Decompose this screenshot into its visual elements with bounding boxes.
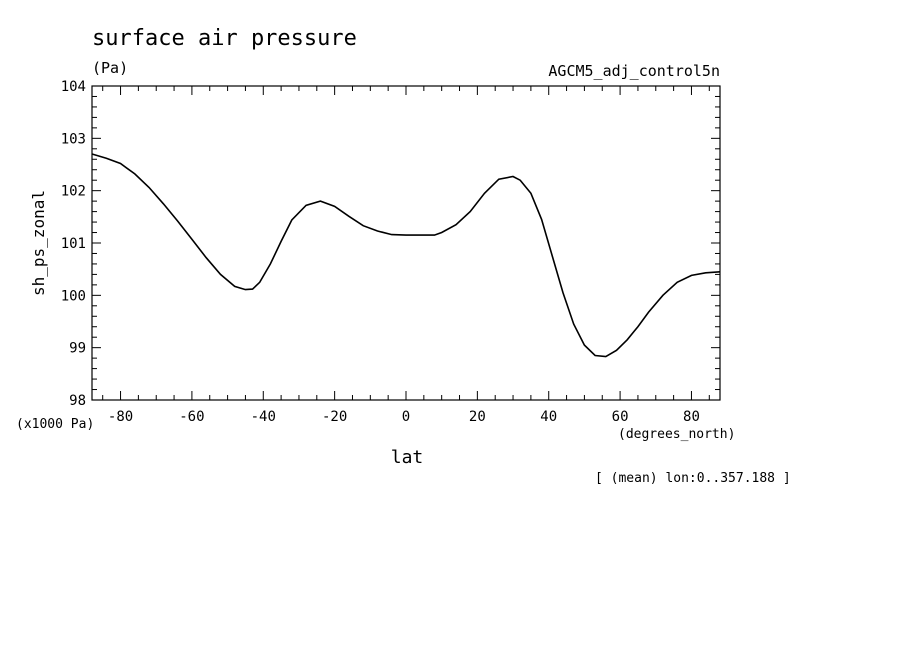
footnote: [ (mean) lon:0..357.188 ] [595, 471, 791, 486]
run-label: AGCM5_adj_control5n [548, 62, 720, 80]
x-tick-label: -40 [251, 409, 276, 425]
y-tick-label: 100 [61, 288, 86, 304]
x-tick-labels: -80 -60 -40 -20 0 20 40 60 80 [108, 409, 700, 425]
y-tick-label: 103 [61, 131, 86, 147]
chart-units: (Pa) [92, 59, 128, 77]
x-tick-label: -80 [108, 409, 133, 425]
y-scale-label: (x1000 Pa) [16, 417, 94, 432]
y-tick-label: 101 [61, 236, 86, 252]
y-tick-label: 102 [61, 184, 86, 200]
axis-ticks [92, 85, 720, 401]
plot-frame [91, 85, 721, 401]
y-axis-label: sh_ps_zonal [29, 190, 48, 296]
x-axis-label: lat [391, 447, 424, 468]
chart-title: surface air pressure [92, 26, 357, 51]
x-tick-label: 40 [540, 409, 557, 425]
y-tick-label: 98 [69, 393, 86, 409]
x-tick-label: 60 [612, 409, 629, 425]
x-tick-label: 0 [402, 409, 410, 425]
y-tick-labels: 98 99 100 101 102 103 104 [61, 79, 86, 409]
series-line [91, 153, 721, 358]
x-tick-label: 80 [683, 409, 700, 425]
x-tick-label: -20 [322, 409, 347, 425]
x-tick-label: 20 [469, 409, 486, 425]
y-tick-label: 99 [69, 341, 86, 357]
x-units-label: (degrees_north) [618, 427, 735, 442]
x-tick-label: -60 [179, 409, 204, 425]
y-tick-label: 104 [61, 79, 86, 95]
